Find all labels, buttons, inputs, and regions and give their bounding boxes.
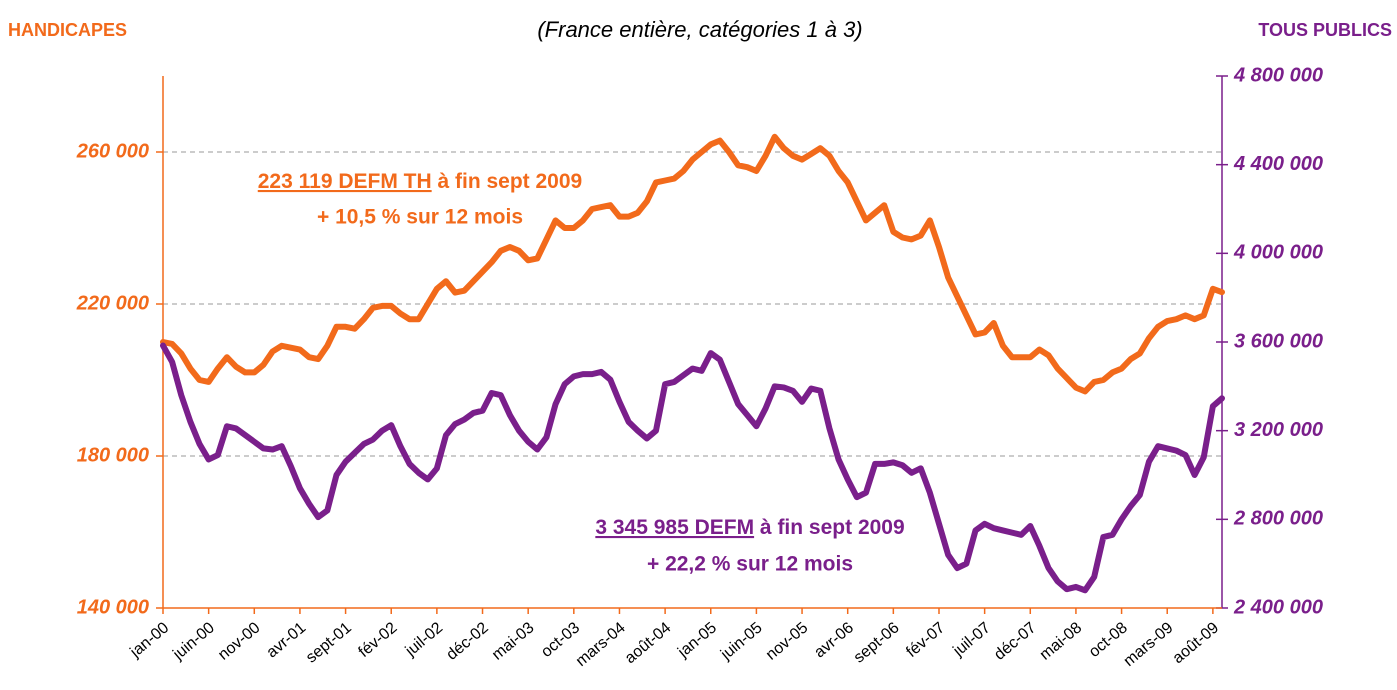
y2-tick-label: 3 600 000 (1234, 330, 1323, 352)
series-line (160, 342, 1225, 594)
y-tick-label: 220 000 (76, 292, 149, 314)
x-tick-label: août-09 (1170, 619, 1223, 667)
y2-tick-label: 4 000 000 (1233, 242, 1323, 264)
x-tick-label: nov-05 (763, 619, 811, 664)
y2-tick-label: 2 400 000 (1233, 596, 1323, 618)
x-tick-label: avr-01 (264, 619, 310, 661)
annotation: + 10,5 % sur 12 mois (317, 206, 523, 229)
x-tick-label: fév-02 (356, 619, 401, 661)
x-tick-label: juin-00 (169, 619, 218, 664)
x-tick-label: jan-05 (674, 619, 720, 661)
y2-tick-label: 4 800 000 (1233, 64, 1323, 86)
annotation: + 22,2 % sur 12 mois (647, 553, 853, 576)
annotation-text: à fin sept 2009 (754, 516, 905, 539)
annotation-highlight: 3 345 985 DEFM (595, 516, 754, 539)
y2-tick-label: 3 200 000 (1234, 419, 1323, 441)
x-tick-label: nov-00 (215, 619, 263, 664)
x-tick-label: mai-08 (1037, 619, 1085, 664)
annotation: 3 345 985 DEFM à fin sept 2009 (595, 516, 904, 539)
y-tick-label: 140 000 (77, 596, 149, 618)
annotation: 223 119 DEFM TH à fin sept 2009 (258, 170, 582, 193)
x-tick-label: jan-00 (127, 619, 173, 661)
x-tick-label: sept-01 (303, 619, 355, 666)
x-tick-label: sept-06 (851, 619, 903, 666)
x-tick-label: fév-07 (903, 619, 948, 661)
y-tick-label: 260 000 (76, 140, 149, 162)
x-tick-label: juil-02 (402, 619, 446, 660)
x-tick-label: déc-02 (443, 619, 491, 664)
annotation-text: à fin sept 2009 (432, 170, 583, 193)
annotation-highlight: 223 119 DEFM TH (258, 170, 432, 193)
x-tick-label: juil-07 (950, 619, 994, 660)
x-tick-label: avr-06 (811, 619, 857, 661)
x-tick-label: août-04 (622, 619, 675, 667)
x-tick-label: mars-04 (573, 619, 629, 670)
y-tick-label: 180 000 (77, 444, 149, 466)
x-tick-label: juin-05 (717, 619, 766, 664)
y2-axis-title: TOUS PUBLICS (1258, 20, 1392, 40)
y2-tick-label: 4 400 000 (1233, 153, 1323, 175)
chart-subtitle: (France entière, catégories 1 à 3) (537, 17, 862, 42)
y2-tick-label: 2 800 000 (1233, 508, 1323, 530)
plot-area: 140 000 180 000 220 000 260 000 2 400 000 2 8… (76, 64, 1323, 670)
x-tick-label: mars-09 (1121, 619, 1177, 670)
x-tick-label: mai-03 (489, 619, 537, 664)
y-axis-title: HANDICAPES (8, 20, 127, 40)
x-tick-label: déc-07 (991, 619, 1039, 664)
series-line (160, 133, 1225, 395)
